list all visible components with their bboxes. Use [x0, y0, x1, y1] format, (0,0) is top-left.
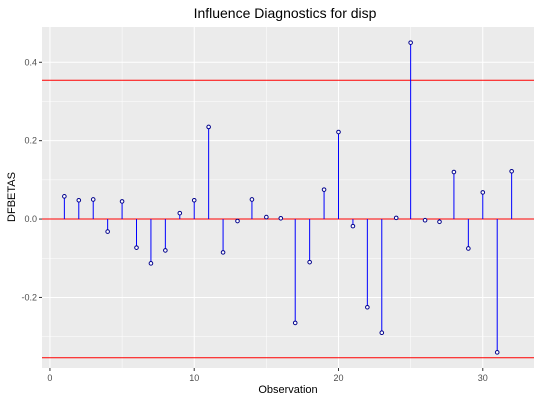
data-point: [379, 330, 385, 336]
data-point: [177, 210, 183, 216]
y-tick-label: 0.0: [24, 214, 37, 224]
y-tick-label: -0.2: [21, 292, 37, 302]
y-axis-label: DFBETAS: [6, 172, 18, 222]
data-point: [191, 197, 197, 203]
data-point: [62, 194, 67, 199]
x-tick-label: 10: [189, 373, 199, 383]
data-point: [206, 124, 211, 130]
data-point: [350, 223, 356, 229]
threshold-lines: [42, 79, 534, 359]
y-tick-label: 0.4: [24, 57, 37, 67]
data-point: [509, 168, 514, 174]
y-tick-label: 0.2: [24, 136, 37, 146]
data-point: [134, 245, 139, 250]
y-axis-ticks: -0.2 0.0 0.2 0.4: [21, 57, 42, 302]
x-tick-label: 20: [333, 373, 343, 383]
data-point: [494, 350, 500, 355]
data-point: [76, 197, 82, 203]
data-point: [393, 215, 399, 221]
data-point: [408, 40, 413, 45]
x-axis-ticks: 0 10 20 30: [47, 368, 488, 383]
plot-panel: [42, 27, 534, 368]
data-point: [451, 169, 457, 175]
data-point: [336, 129, 341, 135]
data-point: [249, 197, 255, 202]
x-tick-label: 0: [47, 373, 52, 383]
data-point: [264, 214, 269, 220]
data-point: [220, 250, 226, 255]
data-point: [307, 259, 312, 265]
data-point: [480, 190, 486, 195]
x-axis-label: Observation: [258, 384, 317, 396]
data-point: [278, 215, 284, 221]
x-tick-label: 30: [478, 373, 488, 383]
data-point: [90, 197, 96, 202]
data-point: [321, 187, 327, 192]
data-points: [62, 40, 514, 355]
data-point: [466, 246, 471, 251]
data-point: [437, 219, 442, 225]
data-point: [365, 304, 370, 310]
data-point: [119, 199, 125, 204]
chart-title: Influence Diagnostics for disp: [194, 5, 377, 21]
data-point: [148, 261, 154, 266]
data-point: [235, 218, 240, 224]
data-point: [105, 229, 110, 234]
data-point: [422, 217, 428, 223]
data-point: [163, 248, 168, 253]
data-point: [292, 320, 298, 326]
